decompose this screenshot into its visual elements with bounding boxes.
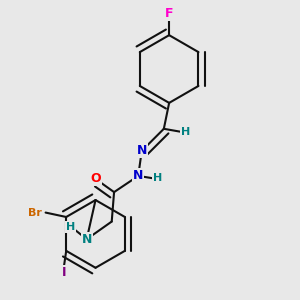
Text: H: H [66, 222, 75, 232]
Text: F: F [165, 8, 173, 20]
Text: H: H [153, 173, 162, 183]
Text: N: N [136, 144, 147, 158]
Text: O: O [91, 172, 101, 185]
Text: I: I [61, 266, 66, 279]
Text: Br: Br [28, 208, 42, 218]
Text: H: H [181, 127, 190, 137]
Text: N: N [133, 169, 143, 182]
Text: N: N [82, 233, 92, 246]
